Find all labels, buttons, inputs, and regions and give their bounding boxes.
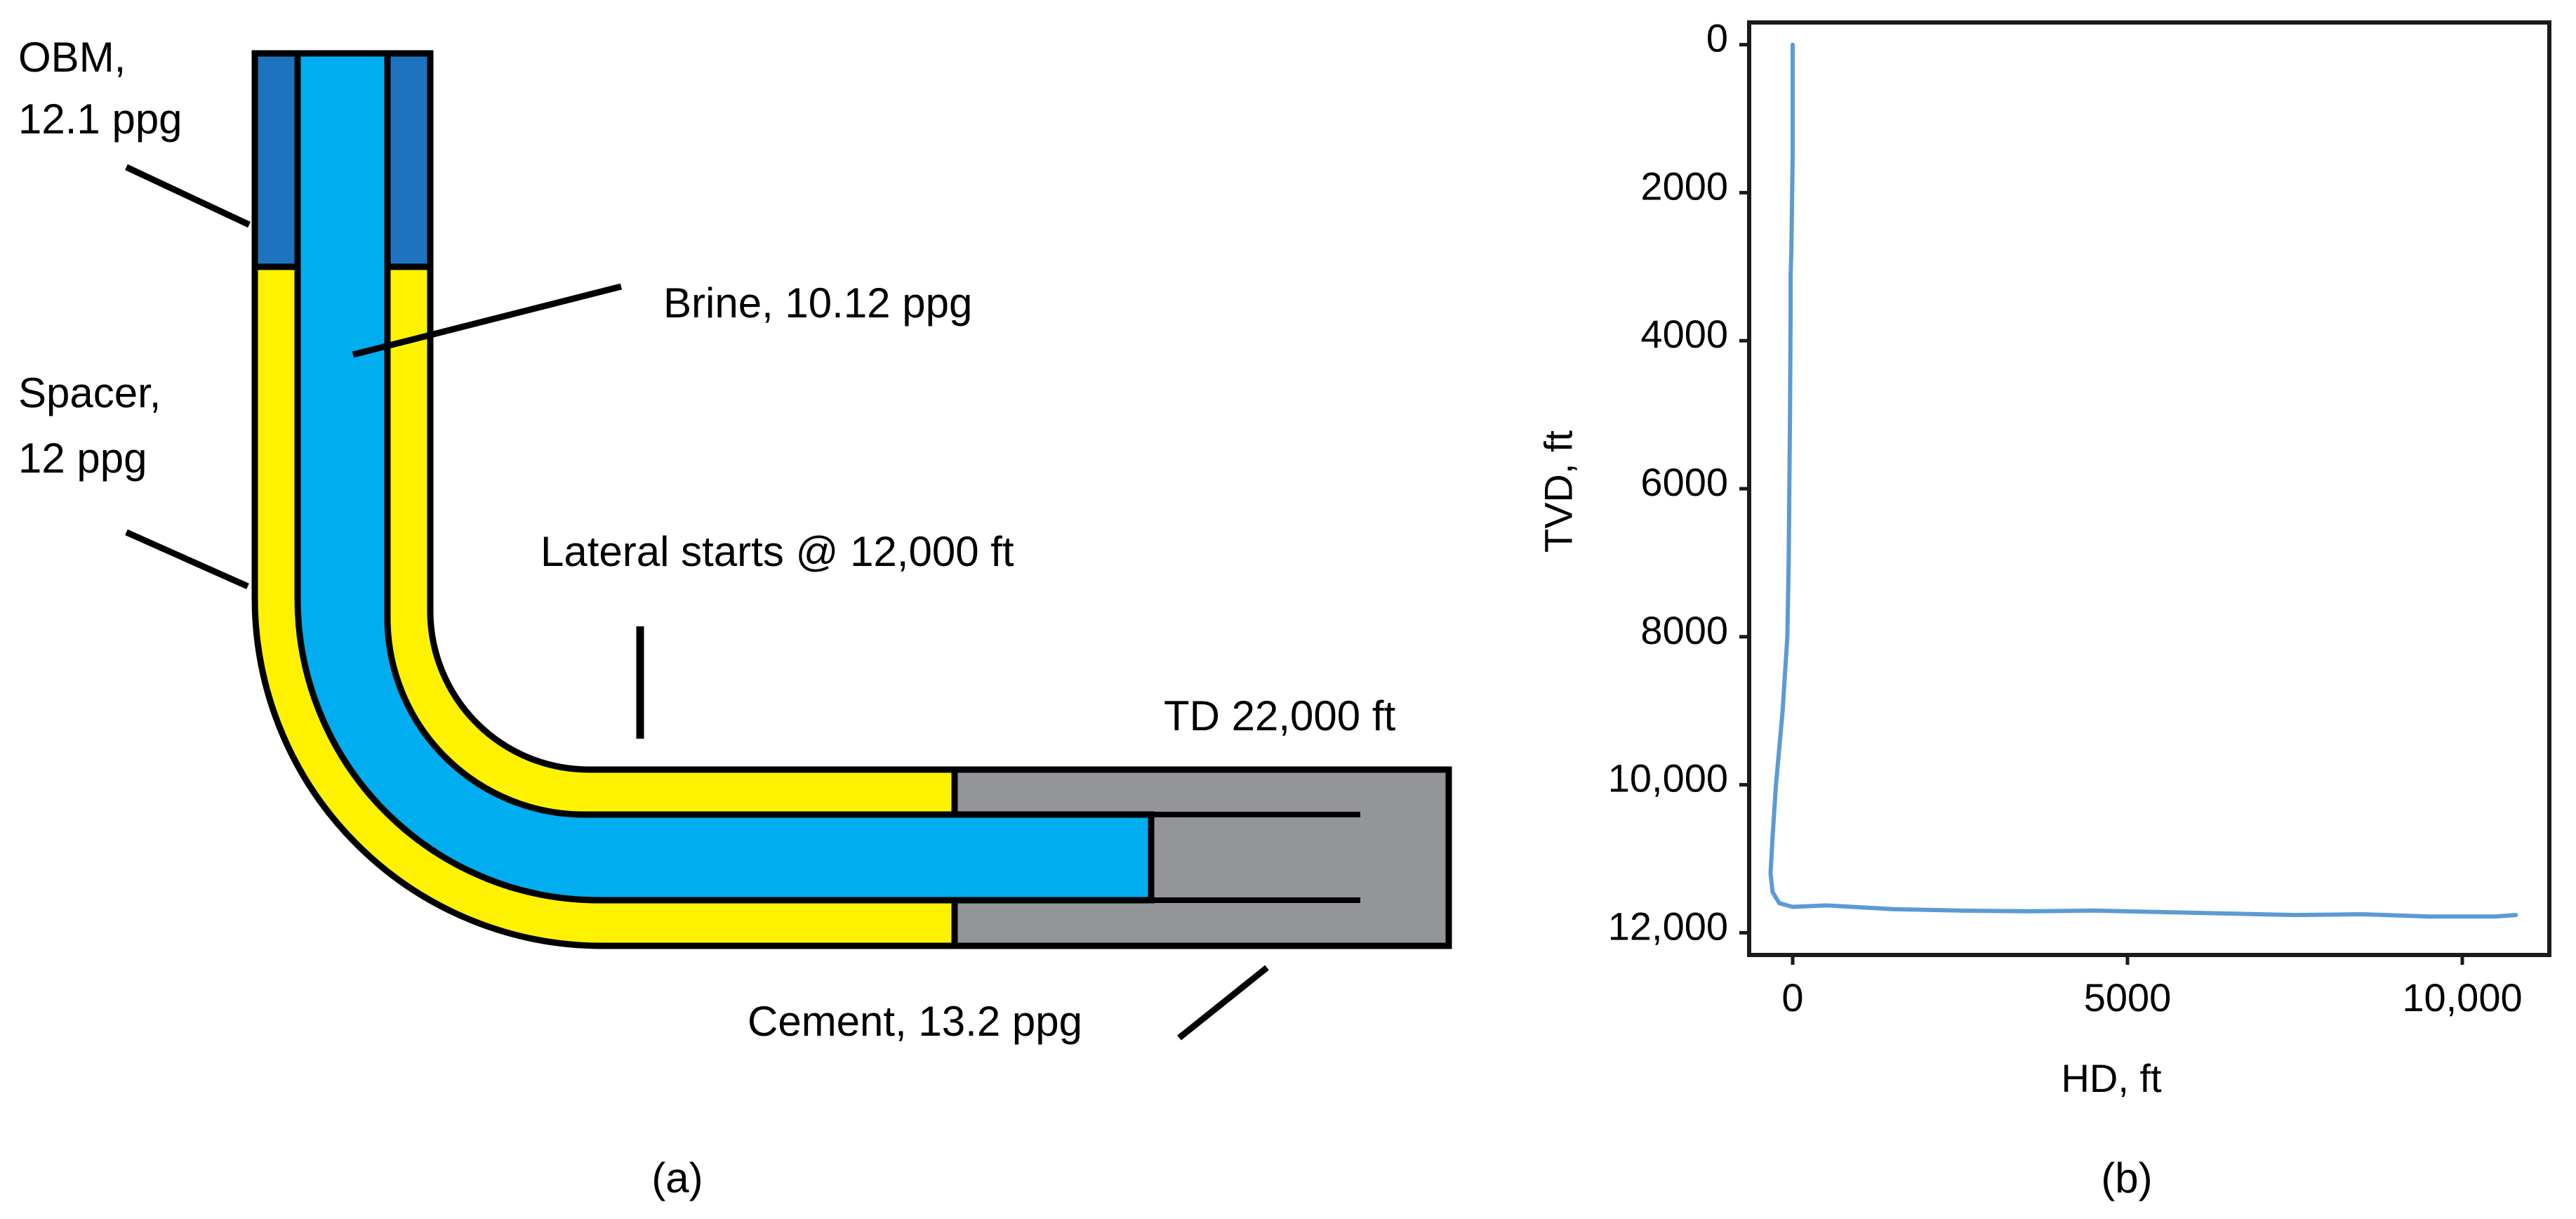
brine-leader [352,283,623,358]
x-tick-label: 10,000 [2402,975,2522,1020]
brine-pipe [294,50,1155,904]
trajectory-chart: 0 2000 4000 6000 8000 10,000 12,000 0 5000 10,00… [1536,16,2551,1100]
td-label: TD 22,000 ft [1164,692,1396,739]
spacer-leader [125,529,249,590]
brine-label: Brine, 10.12 ppg [663,279,972,327]
lateral-label: Lateral starts @ 12,000 ft [540,528,1014,575]
y-tick-label: 6000 [1640,460,1728,504]
y-axis-ticks: 0 2000 4000 6000 8000 10,000 12,000 [1608,16,1749,948]
cement-leader [1177,965,1269,1041]
y-tick-label: 0 [1706,16,1728,60]
x-tick-label: 5000 [2084,975,2172,1020]
panel-a-caption: (a) [651,1154,703,1201]
y-tick-label: 10,000 [1608,756,1728,800]
wellbore-schematic: OBM, 12.1 ppg Brine, 10.12 ppg Spacer, 1… [18,34,1452,1045]
obm-zone-right [384,50,434,270]
x-tick-label: 0 [1781,975,1803,1020]
x-axis-ticks: 0 5000 10,000 [1781,955,2523,1020]
y-tick-label: 8000 [1640,608,1728,652]
obm-label-line1: OBM, [18,34,126,81]
y-axis-title: TVD, ft [1536,430,1581,553]
y-tick-label: 2000 [1640,164,1728,208]
obm-zone-left [251,50,301,270]
obm-leader [125,164,251,228]
panel-b-caption: (b) [2101,1154,2152,1201]
trajectory-series-line [1768,42,2518,919]
spacer-label-line1: Spacer, [18,369,161,416]
spacer-label-line2: 12 ppg [18,435,147,482]
cement-label: Cement, 13.2 ppg [748,998,1082,1045]
obm-label-line2: 12.1 ppg [18,95,182,143]
plot-frame [1747,20,2551,957]
x-axis-title: HD, ft [2061,1056,2162,1100]
y-tick-label: 4000 [1640,312,1728,356]
y-tick-label: 12,000 [1608,904,1728,948]
